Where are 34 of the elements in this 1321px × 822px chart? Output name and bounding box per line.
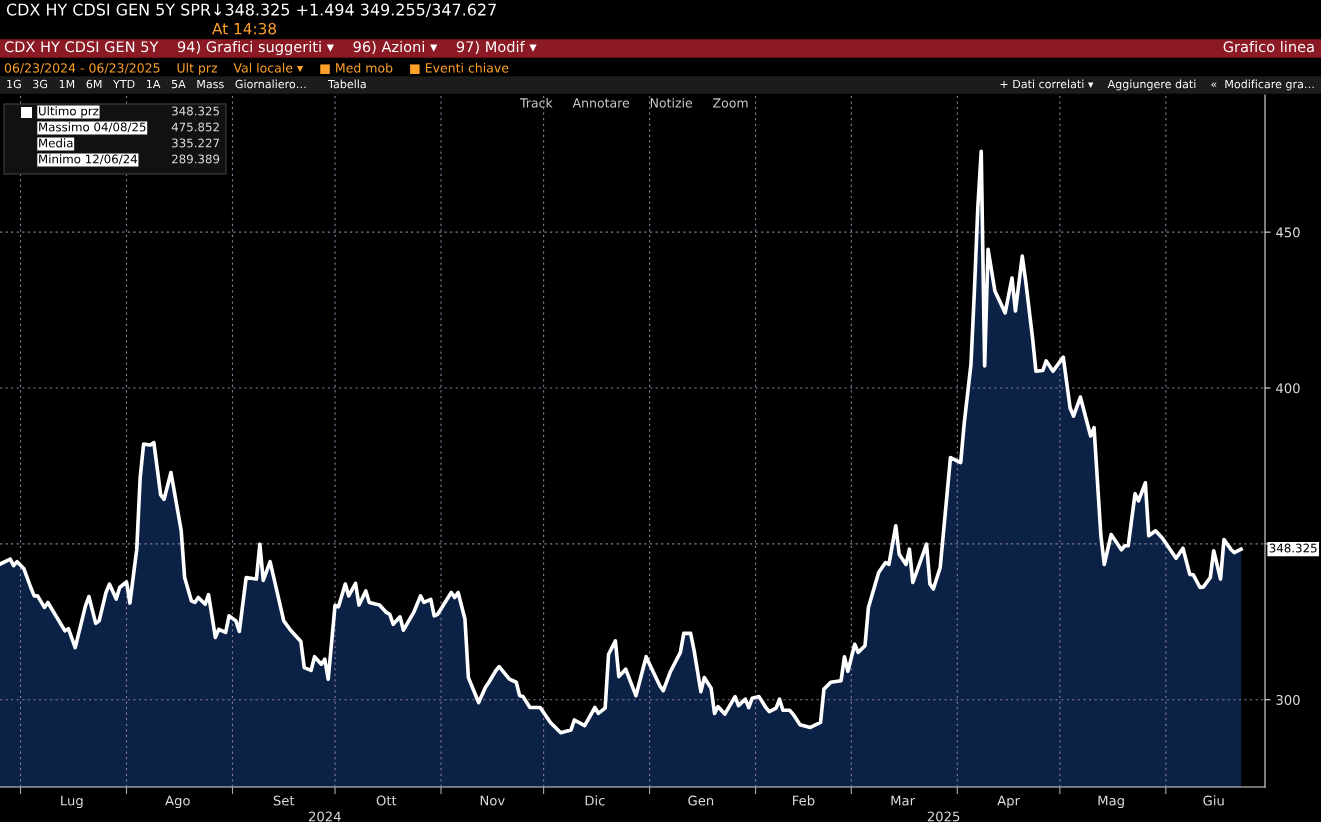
x-tick-label: Gen [688,795,714,806]
chart-subtitle: At 14:38 [212,22,277,35]
x-tick-label: Ott [376,795,397,806]
text: 06/23/2024 - 06/23/2025 Ult prz Val locale ▾ ■ Med mob ■ Eventi chiave [4,62,509,76]
annotation: Minimo 12/06/24 [39,154,138,165]
annotation: 335.227 [172,138,219,148]
annotation: Track Annotare Notizie Zoom [519,97,748,108]
x-tick-label: Feb [793,795,815,806]
annotation: 348.325 [172,106,219,116]
annotation: 475.852 [171,122,219,132]
annotation: Ultimo prz [39,106,99,118]
y-tick-label: 400 [1276,383,1300,394]
y-tick-label: 300 [1276,694,1300,705]
text: 1G 3G 1M 6M YTD 1A 5A Mass Giornaliero… Tabella [7,79,366,89]
x-tick-label: Mar [891,795,916,806]
x2-tick-label: 2024 [308,811,341,822]
annotation: Media [39,138,73,148]
x-tick-label: Nov [480,795,505,806]
text: Grafico linea [1223,40,1314,53]
x-tick-label: Apr [997,795,1020,809]
annotation: 348.325 [1269,543,1317,553]
x2-tick-label: 2025 [927,811,960,822]
x-tick-label: Ago [165,795,190,809]
x-tick-label: Giu [1203,795,1224,806]
chart-title: CDX HY CDSI GEN 5Y SPR↓348.325 +1.494 349.255/347.627 [6,3,496,17]
x-tick-label: Dic [585,795,605,806]
text: + Dati correlati ▾ Aggiungere dati « Modificare gra… [1000,79,1314,91]
x-tick-label: Mag [1098,795,1124,809]
annotation: Massimo 04/08/25 [39,122,146,133]
x-tick-label: Set [273,795,295,806]
x-tick-label: Lug [61,795,83,809]
y-tick-label: 450 [1276,227,1300,238]
text: CDX HY CDSI GEN 5Y 94) Grafici suggeriti ▾ 96) Azioni ▾ 97) Modif ▾ [4,40,537,56]
annotation: 289.389 [172,154,220,164]
